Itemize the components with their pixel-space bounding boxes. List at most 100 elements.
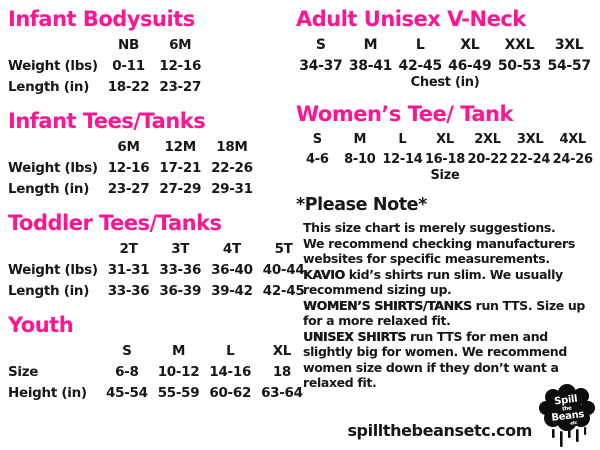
size-value: 39-42 [211, 282, 253, 299]
size-value: 36-40 [211, 261, 253, 278]
column-header: 12M [164, 138, 197, 155]
section-womens-tee-tank: Women’s Tee/ Tank S M L XL 2XL 3XL 4XL 4-6 8-10 1… [296, 102, 594, 184]
size-value: 20-22 [467, 151, 508, 167]
size-value: 12-14 [382, 151, 423, 167]
note-body: This size chart is merely suggestions. We… [296, 220, 595, 391]
note-lead: WOMEN’S SHIRTS/TANKS [303, 297, 472, 313]
size-value: 50-53 [497, 57, 542, 74]
size-value: 29-31 [211, 180, 253, 197]
size-value: 17-21 [159, 159, 202, 176]
size-value: 18-22 [107, 78, 150, 95]
section-title-youth: Youth [8, 313, 74, 338]
size-value: 33-36 [159, 261, 202, 278]
section-title-infant-bodysuits: Infant Bodysuits [8, 7, 195, 31]
size-value: 16-18 [424, 151, 465, 167]
column-header: 2T [119, 240, 138, 257]
section-title-infant-tees-tanks: Infant Tees/Tanks [8, 109, 206, 134]
row-label: Weight (lbs) [8, 261, 98, 278]
logo-text-beans: Beans [551, 409, 585, 424]
left-column: Infant Bodysuits NB 6M Weight (lbs) 0-11 12-… [0, 0, 305, 450]
table-row: Height (in) 45-54 55-59 60-62 63-64 [8, 382, 308, 403]
note-lead: KAVIO [303, 266, 345, 282]
column-header: 5T [274, 240, 293, 257]
column-header: 3XL [554, 36, 584, 53]
table-womens-tee-tank: S M L XL 2XL 3XL 4XL 4-6 8-10 12-14 16-18 20-22 22-2… [296, 129, 594, 169]
size-value: 34-37 [299, 57, 343, 74]
size-value: 23-27 [159, 78, 202, 95]
column-header: NB [118, 36, 140, 53]
column-header: 18M [216, 138, 248, 155]
column-header: S [312, 131, 322, 147]
section-title-adult-unisex-vneck: Adult Unisex V-Neck [296, 7, 526, 31]
column-header: M [353, 131, 367, 147]
size-table: 2T 3T 4T 5T Weight (lbs) 31-31 33-36 36-40 40-44… [8, 238, 309, 301]
column-header: 2XL [474, 131, 501, 147]
column-header: L [398, 131, 407, 147]
column-header: M [171, 342, 186, 359]
size-value: 38-41 [348, 57, 393, 74]
table-row: Length (in) 23-27 27-29 29-31 [8, 178, 258, 199]
spill-the-beans-logo: Spill the Beans etc [538, 384, 596, 450]
please-note-section: *Please Note* This size chart is merely … [296, 195, 594, 391]
size-table: S M L XL 2XL 3XL 4XL 4-6 8-10 12-14 16-18 20-22 22-2… [296, 129, 594, 169]
size-value: 0-11 [112, 57, 145, 74]
column-header: 4XL [559, 131, 586, 147]
right-column: Adult Unisex V-Neck S M L XL XXL 3XL 34-37 38-4… [292, 0, 600, 450]
table-row: Length (in) 18-22 23-27 [8, 76, 206, 97]
size-value: 23-27 [107, 180, 150, 197]
column-header: 3T [171, 240, 190, 257]
table-row: Weight (lbs) 0-11 12-16 [8, 55, 206, 76]
row-label: Weight (lbs) [8, 159, 98, 176]
column-header: XL [436, 131, 454, 147]
table-row: Size 6-8 10-12 14-16 18 [8, 361, 308, 382]
corner-cell [8, 340, 101, 361]
size-table: 6M 12M 18M Weight (lbs) 12-16 17-21 22-26 Lengt… [8, 136, 258, 199]
logo-splat-icon: Spill the Beans etc [539, 384, 595, 447]
axis-label-size: Size [430, 168, 460, 184]
size-value: 31-31 [107, 261, 150, 278]
logo-text-the: the [562, 405, 573, 412]
size-value: 42-45 [262, 282, 305, 299]
column-header: L [226, 342, 235, 359]
column-header: 6M [169, 36, 192, 53]
note-paragraph: UNISEX SHIRTS run TTS for men and slight… [303, 328, 567, 391]
size-value: 10-12 [157, 363, 200, 380]
size-value: 24-26 [552, 151, 593, 167]
corner-cell [8, 34, 103, 55]
size-value: 12-16 [159, 57, 202, 74]
size-value: 18 [272, 363, 291, 380]
column-header: M [363, 36, 378, 53]
column-header: XL [272, 342, 292, 359]
column-header: 3XL [516, 131, 544, 147]
size-value: 12-16 [107, 159, 150, 176]
note-paragraph: KAVIO kid’s shirts run slim. We usually … [303, 266, 563, 298]
table-infant-tees-tanks: 6M 12M 18M Weight (lbs) 12-16 17-21 22-26 Lengt… [8, 136, 290, 199]
section-toddler-tees-tanks: Toddler Tees/Tanks 2T 3T 4T 5T Weight (lbs) 3… [8, 211, 305, 301]
size-value: 45-54 [106, 384, 148, 401]
size-value: 42-45 [398, 57, 443, 74]
size-value: 54-57 [547, 57, 592, 74]
row-label: Length (in) [8, 180, 90, 197]
table-toddler-tees-tanks: 2T 3T 4T 5T Weight (lbs) 31-31 33-36 36-40 40-44… [8, 238, 305, 301]
size-value: 4-6 [305, 151, 329, 167]
note-paragraph: This size chart is merely suggestions. [303, 220, 556, 236]
column-header: S [315, 36, 326, 53]
corner-cell [8, 238, 103, 259]
size-value: 14-16 [209, 363, 252, 380]
axis-label-chest: Chest (in) [410, 75, 480, 91]
row-label: Length (in) [8, 282, 90, 299]
note-lead: UNISEX SHIRTS [303, 328, 406, 344]
size-value: 8-10 [344, 151, 376, 167]
section-youth: Youth S M L XL Size 6-8 10-12 14-16 18 Height (in… [8, 313, 303, 403]
size-value: 22-24 [510, 151, 551, 167]
size-value: 33-36 [107, 282, 150, 299]
size-table: NB 6M Weight (lbs) 0-11 12-16 Length (in) 18-2… [8, 34, 206, 97]
row-label: Weight (lbs) [8, 57, 98, 74]
section-title-toddler-tees-tanks: Toddler Tees/Tanks [8, 211, 222, 236]
size-value: 36-39 [159, 282, 202, 299]
table-row: Length (in) 33-36 36-39 39-42 42-45 [8, 280, 309, 301]
row-label: Size [8, 363, 39, 380]
size-value: 63-64 [261, 384, 303, 401]
size-value: 27-29 [159, 180, 202, 197]
